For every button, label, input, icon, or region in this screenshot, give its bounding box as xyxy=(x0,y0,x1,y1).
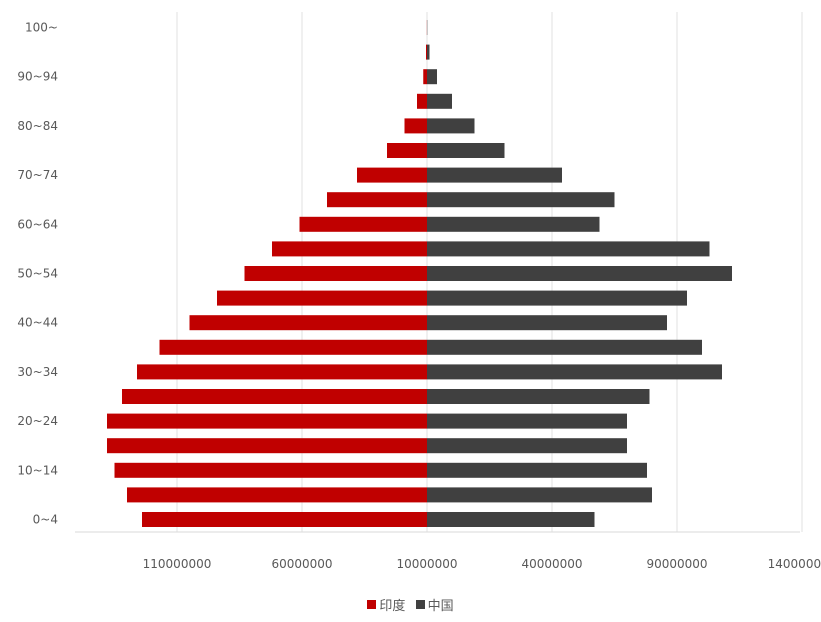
y-tick-label: 10~14 xyxy=(17,463,58,477)
y-tick-label: 100~ xyxy=(25,21,58,35)
bar-china-5~9 xyxy=(427,487,652,503)
bars xyxy=(107,20,732,527)
bar-india-0~4 xyxy=(142,512,427,527)
bar-india-30~34 xyxy=(137,364,427,380)
bar-china-80~84 xyxy=(427,118,475,134)
bar-india-15~19 xyxy=(107,438,427,454)
legend-item-india: 印度 xyxy=(367,595,405,614)
y-tick-label: 20~24 xyxy=(17,414,58,428)
bar-china-65~69 xyxy=(427,192,615,208)
y-tick-label: 40~44 xyxy=(17,316,58,330)
bar-china-35~39 xyxy=(427,339,702,355)
bar-china-50~54 xyxy=(427,266,732,281)
bar-india-55~59 xyxy=(272,241,427,257)
legend-swatch-china xyxy=(415,600,425,609)
bar-china-95~99 xyxy=(427,44,430,60)
bar-china-10~14 xyxy=(427,462,647,478)
legend-item-china: 中国 xyxy=(415,595,454,614)
bar-india-60~64 xyxy=(299,216,427,232)
legend-label-china: 中国 xyxy=(427,599,454,614)
bar-china-75~79 xyxy=(427,143,505,158)
bar-india-20~24 xyxy=(107,413,427,429)
bar-india-85~89 xyxy=(417,93,427,109)
bar-china-90~94 xyxy=(427,69,437,85)
bar-china-40~44 xyxy=(427,315,667,331)
bar-china-70~74 xyxy=(427,167,562,183)
y-tick-label: 0~4 xyxy=(33,513,58,527)
x-axis-labels: 110000000 60000000 10000000 40000000 9000000… xyxy=(143,557,821,571)
bar-china-25~29 xyxy=(427,389,650,404)
bar-india-40~44 xyxy=(189,315,427,331)
y-tick-label: 80~84 xyxy=(17,119,58,133)
bar-china-60~64 xyxy=(427,216,600,232)
legend-swatch-india xyxy=(367,600,377,609)
x-tick-label: 140000000 xyxy=(768,557,821,571)
y-axis-labels: 0~4 10~14 20~24 30~34 40~44 50~54 60~64 70~74 80… xyxy=(17,21,58,527)
bar-china-15~19 xyxy=(427,438,627,454)
bar-india-75~79 xyxy=(387,143,427,158)
bar-india-70~74 xyxy=(357,167,427,183)
bar-india-35~39 xyxy=(159,339,427,355)
y-tick-label: 70~74 xyxy=(17,168,58,182)
y-tick-label: 30~34 xyxy=(17,365,58,379)
bar-china-30~34 xyxy=(427,364,722,380)
x-tick-label: 90000000 xyxy=(646,557,707,571)
bar-india-95~99 xyxy=(426,44,427,60)
x-tick-label: 40000000 xyxy=(521,557,582,571)
bar-india-45~49 xyxy=(217,290,427,306)
y-tick-label: 50~54 xyxy=(17,267,58,281)
bar-china-55~59 xyxy=(427,241,710,257)
legend: 印度 中国 xyxy=(0,595,821,614)
bar-india-90~94 xyxy=(423,69,427,85)
y-tick-label: 60~64 xyxy=(17,217,58,231)
bar-india-5~9 xyxy=(127,487,427,503)
bar-india-25~29 xyxy=(122,389,427,404)
x-tick-label: 60000000 xyxy=(271,557,332,571)
bar-china-45~49 xyxy=(427,290,687,306)
x-tick-label: 10000000 xyxy=(396,557,457,571)
x-tick-label: 110000000 xyxy=(143,557,212,571)
bar-china-85~89 xyxy=(427,93,452,109)
bar-india-80~84 xyxy=(404,118,427,134)
bar-india-65~69 xyxy=(327,192,427,208)
bar-china-0~4 xyxy=(427,512,595,527)
bar-india-10~14 xyxy=(114,462,427,478)
legend-label-india: 印度 xyxy=(379,599,406,614)
bar-india-50~54 xyxy=(244,266,427,281)
bar-china-20~24 xyxy=(427,413,627,429)
y-tick-label: 90~94 xyxy=(17,70,58,84)
